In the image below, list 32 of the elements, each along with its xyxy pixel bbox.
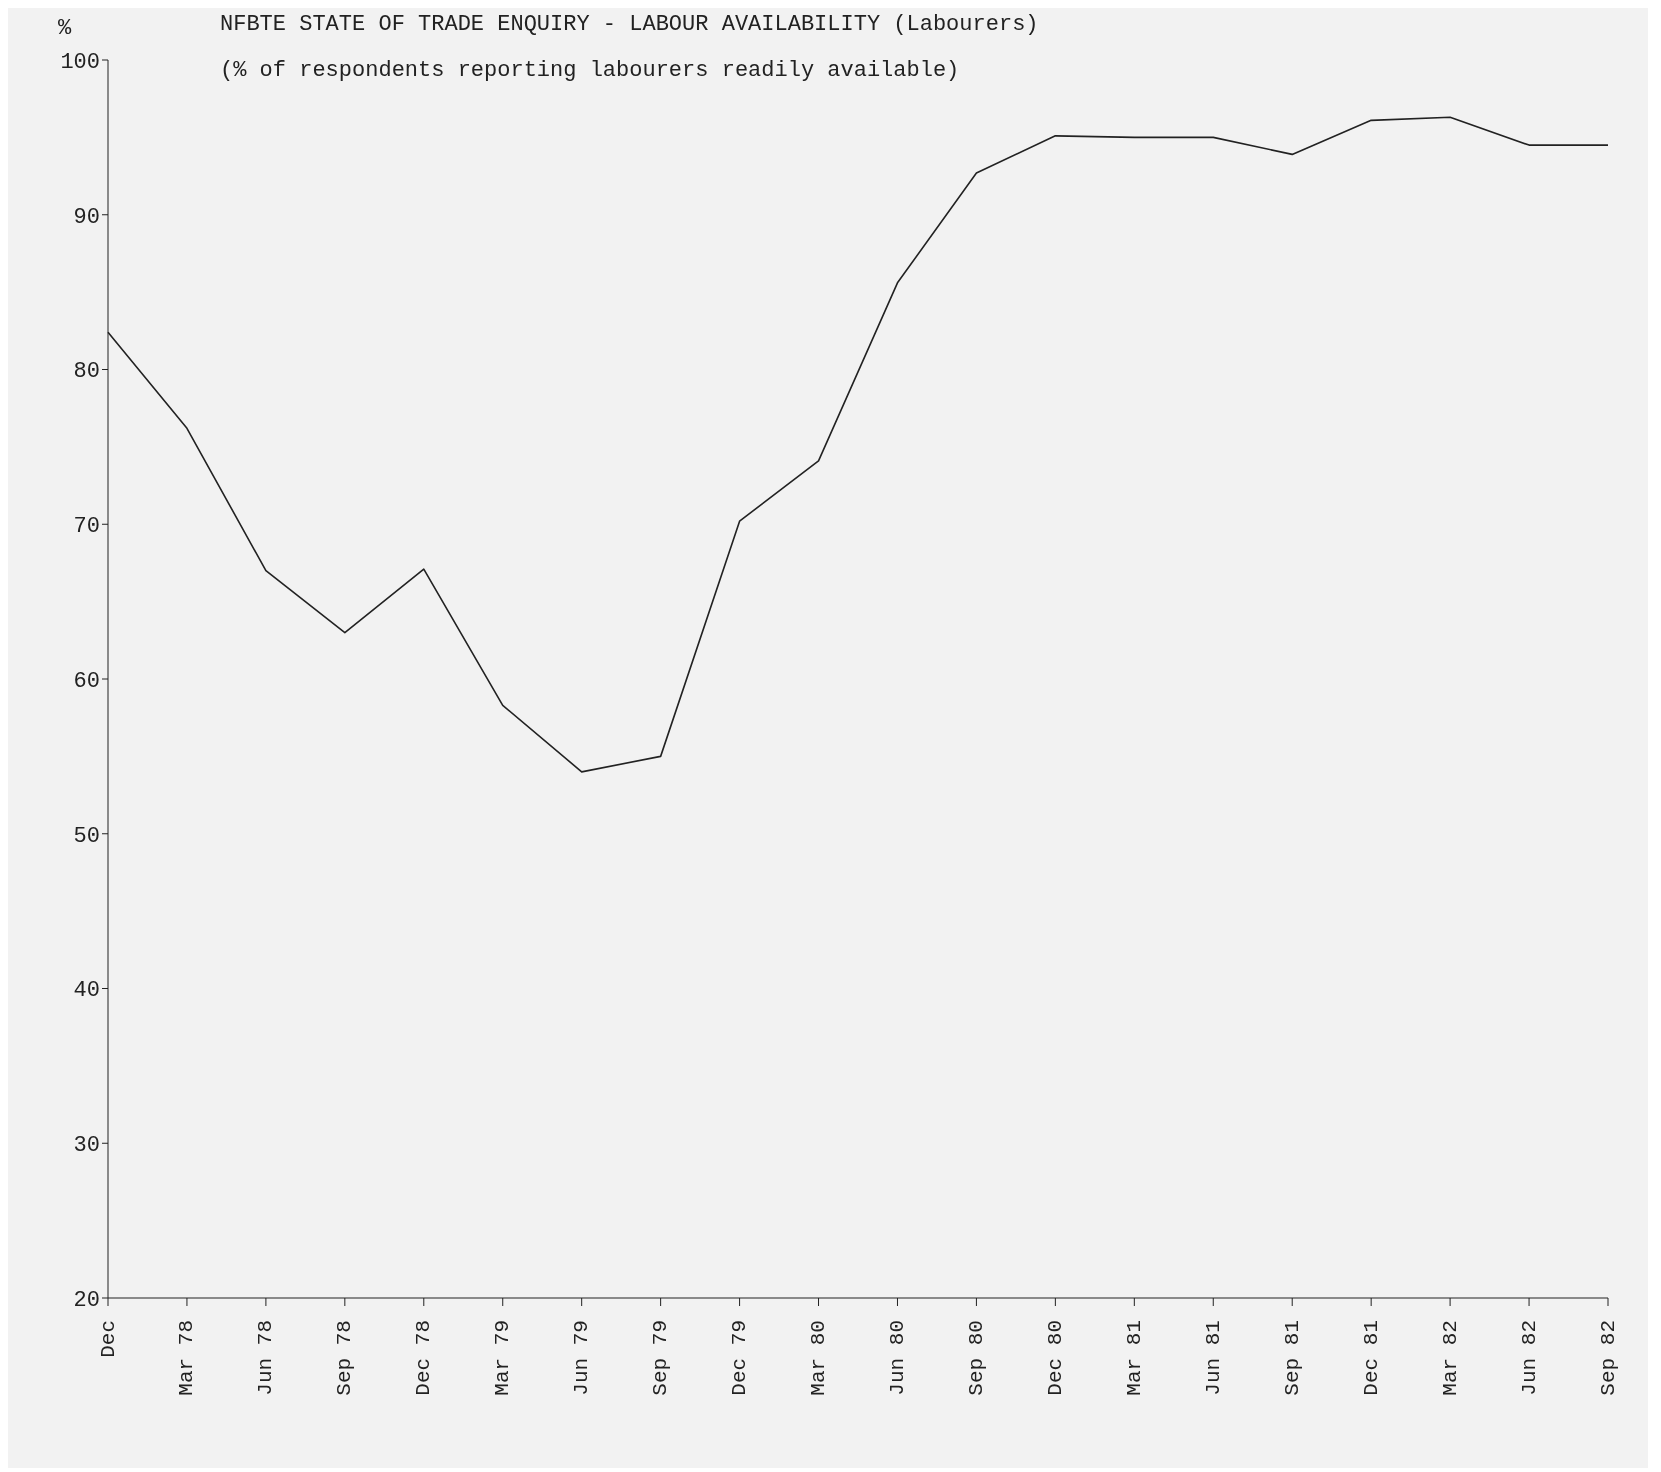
- y-tick-label: 60: [73, 668, 100, 694]
- y-tick-label: 30: [73, 1133, 100, 1159]
- x-tick-label: Dec 79: [728, 1320, 752, 1396]
- y-tick-label: 40: [73, 978, 100, 1004]
- x-tick-label: Sep 82: [1596, 1320, 1620, 1396]
- x-tick-label: Sep 80: [964, 1320, 988, 1396]
- y-tick-label: 100: [60, 49, 100, 75]
- chart-subtitle: (% of respondents reporting labourers readily available): [220, 58, 960, 83]
- x-tick-label: Jun 80: [885, 1320, 909, 1396]
- x-tick-label: Dec 80: [1043, 1320, 1067, 1396]
- x-tick-label: Jun 82: [1517, 1320, 1541, 1396]
- x-tick-label: Dec: [96, 1320, 120, 1358]
- y-tick-label: 90: [73, 204, 100, 230]
- x-tick-label: Dec 81: [1359, 1320, 1383, 1396]
- x-tick-label: Sep 81: [1280, 1320, 1304, 1396]
- y-tick-label: 80: [73, 359, 100, 385]
- x-tick-label: Mar 78: [175, 1320, 199, 1396]
- x-tick-label: Dec 78: [412, 1320, 436, 1396]
- x-tick-label: Mar 82: [1438, 1320, 1462, 1396]
- x-tick-label: Mar 79: [491, 1320, 515, 1396]
- y-tick-label: 20: [73, 1287, 100, 1313]
- x-tick-label: Jun 81: [1201, 1320, 1225, 1396]
- x-tick-label: Jun 79: [570, 1320, 594, 1396]
- y-tick-label: 70: [73, 514, 100, 540]
- x-tick-label: Sep 78: [333, 1320, 357, 1396]
- x-tick-label: Mar 80: [807, 1320, 831, 1396]
- y-tick-label: 50: [73, 823, 100, 849]
- x-tick-label: Mar 81: [1122, 1320, 1146, 1396]
- x-tick-label: Jun 78: [254, 1320, 278, 1396]
- x-tick-label: Sep 79: [649, 1320, 673, 1396]
- chart-title: NFBTE STATE OF TRADE ENQUIRY - LABOUR AVAILABILITY (Labourers): [220, 12, 1039, 37]
- y-axis-title: %: [58, 16, 72, 41]
